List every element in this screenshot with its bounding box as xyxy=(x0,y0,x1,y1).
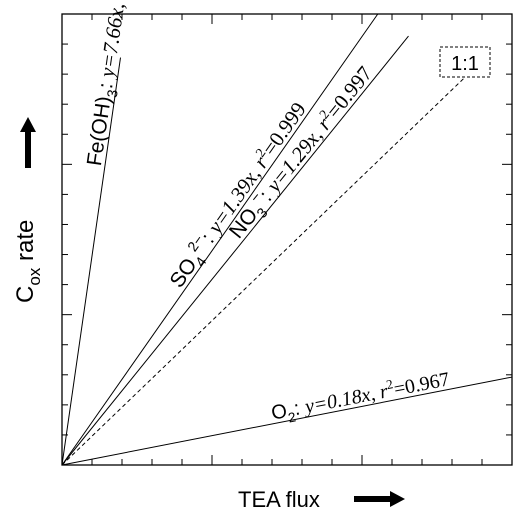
series-species: O xyxy=(269,400,288,425)
y-axis-arrow-icon xyxy=(20,117,36,168)
plot-frame xyxy=(61,13,513,466)
axis-ticks xyxy=(62,14,512,465)
series-colon: : xyxy=(292,396,307,420)
series-line xyxy=(61,13,379,466)
series-colon: : xyxy=(94,75,118,90)
series-lines xyxy=(61,13,513,466)
y-axis-label: Cox rate xyxy=(12,117,44,303)
series-species-subscript: 3 xyxy=(105,89,122,99)
series-comma: , xyxy=(368,382,382,406)
series-species-charge: 2− xyxy=(185,232,207,255)
series-species: Fe(OH) xyxy=(83,95,116,168)
y-axis-title-rest: rate xyxy=(12,220,39,268)
x-axis-arrow-icon xyxy=(354,491,405,507)
series-line xyxy=(61,57,121,466)
series-line xyxy=(61,376,513,466)
y-axis-title: Cox rate xyxy=(12,220,44,303)
series-label: O2: y=0.18x, r2=0.967 xyxy=(269,365,452,428)
series-r2-value: =0.967 xyxy=(392,368,451,400)
series-equation: y=0.18x xyxy=(301,384,372,419)
y-axis-title-main: C xyxy=(12,286,39,303)
one-to-one-text: 1:1 xyxy=(451,53,479,75)
one-to-one-line xyxy=(61,53,490,466)
series-labels: Fe(OH)3: y=7.66x, r2=0.998 SO42−: y=1.39x… xyxy=(81,0,452,428)
series-species-subscript: 2 xyxy=(287,409,297,425)
y-axis-title-subscript: ox xyxy=(25,267,44,285)
one-to-one-label: 1:1 xyxy=(439,46,491,78)
series-r-squared: 2 xyxy=(385,376,394,392)
series-comma: , xyxy=(105,0,130,10)
x-axis-title: TEA flux xyxy=(238,487,320,512)
series-r2-value: =0.997 xyxy=(321,62,377,123)
series-equation: y=7.66x xyxy=(94,6,128,81)
series-line xyxy=(61,35,409,466)
one-to-one-box xyxy=(439,46,491,78)
series-label: SO42−: y=1.39x, r2=0.999 xyxy=(163,97,315,295)
x-axis-label: TEA flux xyxy=(238,487,405,512)
series-label: NO3−: y=1.29x, r2=0.997 xyxy=(223,60,381,246)
series-label: Fe(OH)3: y=7.66x, r2=0.998 xyxy=(81,0,145,168)
